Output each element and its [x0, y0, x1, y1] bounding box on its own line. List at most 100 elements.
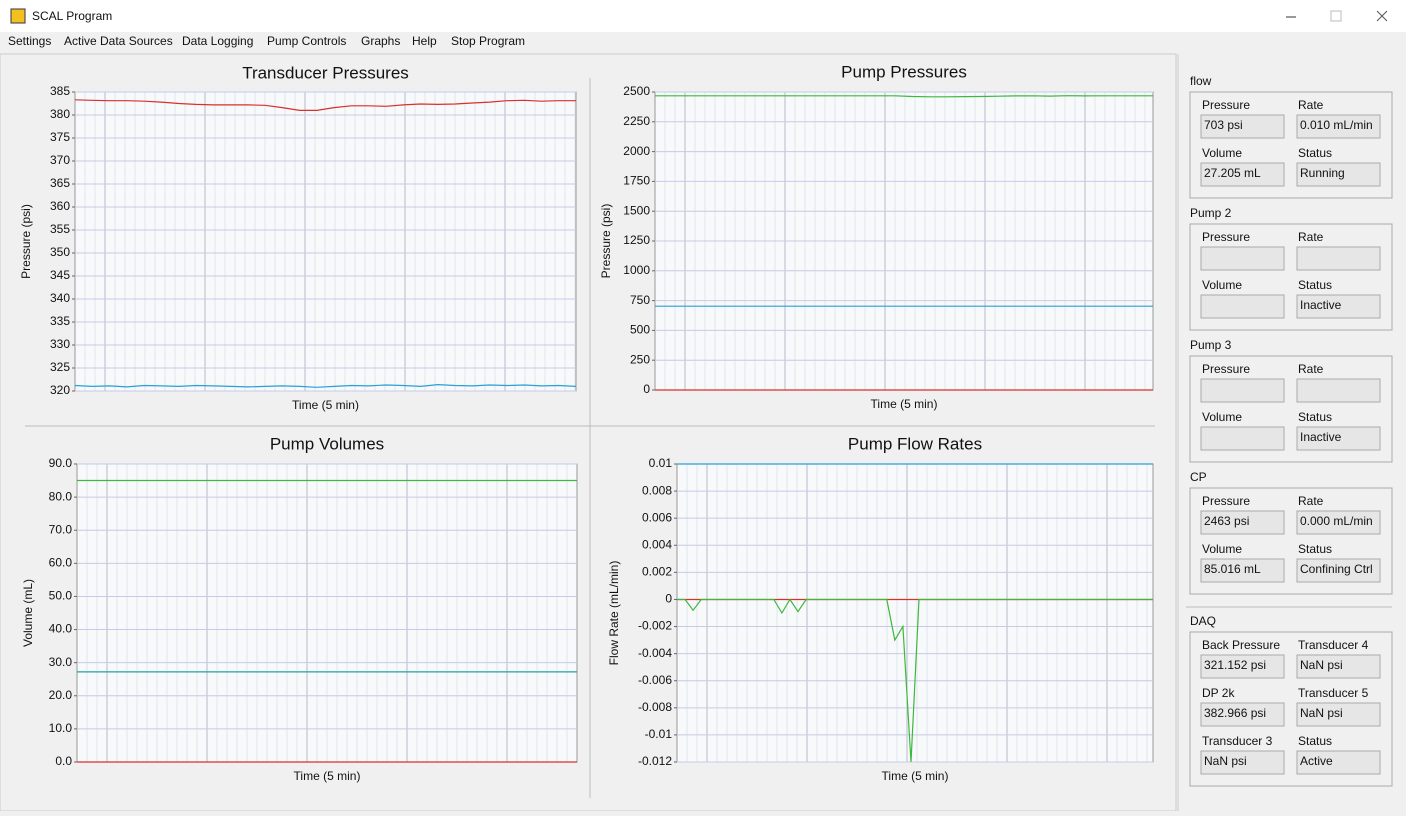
field-value: Confining Ctrl	[1300, 562, 1373, 576]
maximize[interactable]	[1330, 10, 1342, 22]
menu-item[interactable]: Help	[412, 34, 437, 48]
y-tick-label: -0.004	[638, 646, 672, 660]
group-title: flow	[1190, 74, 1212, 88]
field-label: Rate	[1298, 98, 1324, 112]
menu-item[interactable]: Graphs	[361, 34, 400, 48]
y-tick-label: 340	[50, 291, 70, 305]
group-title: Pump 2	[1190, 206, 1232, 220]
y-axis-label: Volume (mL)	[21, 579, 35, 647]
field-label: Transducer 5	[1298, 686, 1369, 700]
group-title: Pump 3	[1190, 338, 1232, 352]
field-box	[1296, 114, 1381, 139]
series-line	[74, 99, 576, 111]
field-value: 382.966 psi	[1204, 706, 1266, 720]
field-label: Transducer 3	[1202, 734, 1273, 748]
y-tick-label: -0.008	[638, 700, 672, 714]
y-tick-label: 50.0	[49, 589, 73, 603]
field-box	[1296, 654, 1381, 679]
x-axis-label: Time (5 min)	[882, 769, 949, 783]
y-tick-label: 350	[50, 245, 70, 259]
field-label: DP 2k	[1202, 686, 1235, 700]
y-tick-label: 0.004	[642, 537, 672, 551]
field-label: Volume	[1202, 278, 1242, 292]
group-box	[1189, 223, 1393, 331]
y-tick-label: 360	[50, 199, 70, 213]
y-tick-label: 20.0	[49, 688, 73, 702]
y-axis-label: Pressure (psi)	[19, 204, 33, 279]
menu-bar	[0, 32, 1406, 53]
y-tick-label: -0.006	[638, 673, 672, 687]
field-label: Rate	[1298, 230, 1324, 244]
field-value: Inactive	[1300, 298, 1342, 312]
field-box	[1200, 426, 1285, 451]
field-value: Running	[1300, 166, 1345, 180]
y-tick-label: 0.0	[55, 754, 72, 768]
field-box	[1200, 510, 1285, 535]
y-tick-label: 60.0	[49, 556, 73, 570]
field-label: Status	[1298, 146, 1332, 160]
y-tick-label: 375	[50, 130, 70, 144]
y-tick-label: 0.01	[649, 456, 673, 470]
y-tick-label: 0	[665, 592, 672, 606]
menu-item[interactable]: Active Data Sources	[64, 34, 173, 48]
close[interactable]	[1376, 10, 1388, 22]
y-tick-label: -0.012	[638, 754, 672, 768]
field-label: Pressure	[1202, 362, 1250, 376]
y-tick-label: 2500	[623, 84, 650, 98]
field-box	[1296, 378, 1381, 403]
group-box	[1189, 487, 1393, 595]
field-label: Pressure	[1202, 494, 1250, 508]
chart-title: Pump Flow Rates	[848, 434, 982, 453]
y-tick-label: 345	[50, 268, 70, 282]
group-box	[1189, 631, 1393, 787]
y-tick-label: 80.0	[49, 489, 73, 503]
field-value: NaN psi	[1204, 754, 1247, 768]
menu-item[interactable]: Stop Program	[451, 34, 525, 48]
y-tick-label: 0.002	[642, 565, 672, 579]
field-value: Inactive	[1300, 430, 1342, 444]
y-axis-label: Pressure (psi)	[599, 204, 613, 279]
group-title: DAQ	[1190, 614, 1216, 628]
y-tick-label: 40.0	[49, 622, 73, 636]
y-tick-label: 320	[50, 383, 70, 397]
field-value: 703 psi	[1204, 118, 1243, 132]
field-label: Transducer 4	[1298, 638, 1369, 652]
plot-area	[676, 463, 1154, 763]
menu-item[interactable]: Settings	[8, 34, 51, 48]
field-label: Volume	[1202, 146, 1242, 160]
field-label: Pressure	[1202, 98, 1250, 112]
y-tick-label: 70.0	[49, 522, 73, 536]
field-box	[1200, 162, 1285, 187]
field-box	[1200, 246, 1285, 271]
field-value: NaN psi	[1300, 658, 1343, 672]
y-tick-label: 1000	[623, 263, 650, 277]
field-value: NaN psi	[1300, 706, 1343, 720]
field-value: 0.000 mL/min	[1300, 514, 1373, 528]
field-label: Status	[1298, 542, 1332, 556]
field-box	[1200, 378, 1285, 403]
y-tick-label: 355	[50, 222, 70, 236]
y-tick-label: 325	[50, 360, 70, 374]
field-value: Active	[1300, 754, 1333, 768]
menu-item[interactable]: Pump Controls	[267, 34, 346, 48]
field-box	[1296, 558, 1381, 583]
series-line	[74, 383, 577, 388]
y-tick-label: 250	[630, 352, 650, 366]
y-tick-label: 0.008	[642, 483, 672, 497]
group-title: CP	[1190, 470, 1207, 484]
menu-item[interactable]: Data Logging	[182, 34, 253, 48]
y-tick-label: 380	[50, 107, 70, 121]
x-axis-label: Time (5 min)	[292, 398, 359, 412]
y-tick-label: 1250	[623, 233, 650, 247]
field-label: Volume	[1202, 542, 1242, 556]
field-box	[1200, 114, 1285, 139]
y-tick-label: 90.0	[49, 456, 73, 470]
field-label: Pressure	[1202, 230, 1250, 244]
field-box	[1200, 294, 1285, 319]
chart-title: Pump Volumes	[270, 434, 384, 453]
y-tick-label: 330	[50, 337, 70, 351]
chart-title: Transducer Pressures	[242, 63, 409, 82]
field-label: Status	[1298, 278, 1332, 292]
y-tick-label: 1500	[623, 203, 650, 217]
field-label: Rate	[1298, 494, 1324, 508]
